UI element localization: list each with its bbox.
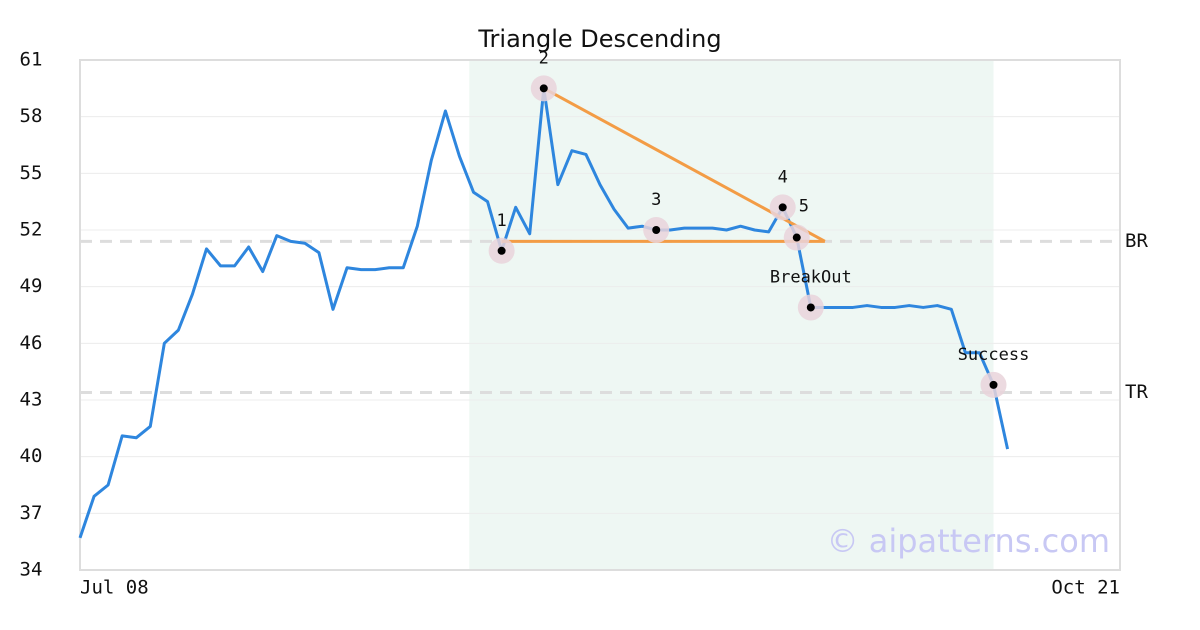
- point-label: 5: [799, 197, 809, 217]
- point-dot: [792, 233, 801, 242]
- level-label: TR: [1125, 381, 1148, 403]
- y-tick-label: 52: [20, 219, 43, 241]
- point-dot: [806, 303, 815, 312]
- x-tick-label: Oct 21: [1051, 577, 1120, 599]
- point-dot: [497, 246, 506, 255]
- point-dot: [652, 226, 661, 234]
- y-tick-label: 55: [20, 162, 43, 184]
- y-tick-label: 58: [20, 105, 43, 127]
- point-dot: [778, 203, 787, 212]
- chart-title: Triangle Descending: [477, 25, 721, 53]
- point-label: BreakOut: [770, 267, 852, 287]
- y-tick-label: 46: [20, 332, 43, 354]
- plot-frame: [79, 59, 1121, 571]
- x-tick-label: Jul 08: [80, 577, 149, 599]
- point-label: 3: [651, 190, 661, 210]
- point-dot: [989, 380, 998, 389]
- y-tick-label: 37: [20, 502, 43, 524]
- watermark: © aipatterns.com: [827, 522, 1110, 560]
- point-dot: [539, 84, 548, 93]
- point-label: 4: [778, 167, 788, 187]
- y-tick-label: 43: [20, 389, 43, 411]
- level-label: BR: [1125, 230, 1148, 252]
- y-tick-label: 61: [20, 49, 43, 71]
- point-label: Success: [958, 345, 1030, 365]
- highlight-region: [469, 60, 994, 570]
- point-label: 2: [539, 48, 549, 68]
- y-tick-label: 40: [20, 445, 43, 467]
- y-tick-label: 49: [20, 275, 43, 297]
- point-label: 1: [496, 211, 506, 231]
- y-tick-label: 34: [20, 559, 43, 581]
